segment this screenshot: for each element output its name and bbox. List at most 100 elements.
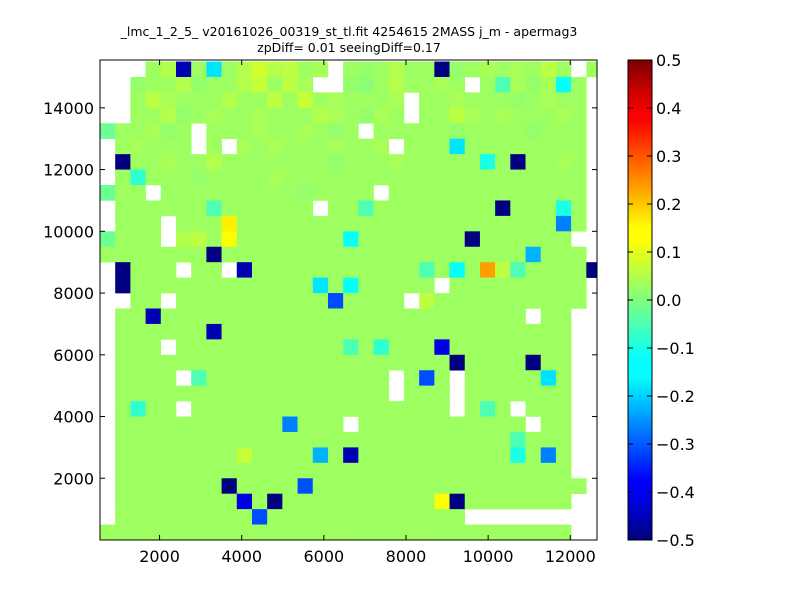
heatmap-cell [343, 246, 359, 263]
heatmap-cell [525, 138, 542, 155]
heatmap-cell [206, 509, 222, 525]
heatmap-cell [586, 262, 598, 278]
heatmap-cell [571, 92, 587, 109]
heatmap-cell [160, 185, 177, 201]
heatmap-cell [267, 524, 283, 541]
heatmap-cell [191, 154, 207, 170]
heatmap-cell [449, 200, 466, 217]
heatmap-cell [464, 293, 481, 309]
heatmap-cell [555, 401, 572, 417]
heatmap-cell [479, 123, 496, 140]
heatmap-cell [419, 385, 435, 402]
heatmap-cell [403, 370, 420, 386]
heatmap-cell [540, 169, 557, 186]
heatmap-cell [449, 262, 466, 278]
heatmap-cell [130, 262, 146, 278]
heatmap-cell [358, 61, 374, 78]
heatmap-cell [327, 385, 344, 402]
heatmap-cell [373, 509, 390, 525]
heatmap-cell [312, 107, 329, 124]
heatmap-cell [373, 154, 390, 170]
heatmap-cell [327, 354, 344, 371]
heatmap-cell [388, 246, 405, 263]
heatmap-cell [267, 493, 283, 510]
heatmap-cell [145, 462, 162, 479]
heatmap-cell [267, 462, 283, 479]
heatmap-cell [115, 308, 131, 325]
heatmap-cell [130, 385, 146, 402]
heatmap-cell [555, 308, 572, 325]
heatmap-cell [358, 308, 374, 325]
heatmap-cell [221, 154, 238, 170]
heatmap-cell [251, 401, 268, 417]
heatmap-cell [525, 401, 542, 417]
heatmap-cell [449, 293, 466, 309]
heatmap-cell [251, 262, 268, 278]
heatmap-cell [236, 354, 253, 371]
heatmap-cell [495, 231, 511, 248]
heatmap-cell [525, 61, 542, 78]
heatmap-cell [312, 478, 329, 494]
heatmap-cell [115, 370, 131, 386]
heatmap-cell [282, 185, 298, 201]
heatmap-cell [464, 308, 481, 325]
heatmap-cell [525, 215, 542, 232]
heatmap-cell [555, 462, 572, 479]
heatmap-cell [510, 262, 526, 278]
heatmap-cell [115, 262, 131, 278]
heatmap-cell [145, 478, 162, 494]
heatmap-cell [495, 200, 511, 217]
heatmap-cell [160, 401, 177, 417]
heatmap-cell [388, 169, 405, 186]
heatmap-cell [479, 401, 496, 417]
heatmap-cell [358, 92, 374, 109]
heatmap-cell [236, 262, 253, 278]
heatmap-cell [449, 323, 466, 340]
heatmap-cell [434, 370, 450, 386]
heatmap-cell [419, 200, 435, 217]
heatmap-cell [449, 76, 466, 93]
heatmap-cell [115, 401, 131, 417]
heatmap-cell [403, 61, 420, 78]
heatmap-cell [115, 185, 131, 201]
heatmap-cell [175, 154, 192, 170]
heatmap-cell [206, 308, 222, 325]
heatmap-cell [267, 370, 283, 386]
heatmap-cell [251, 509, 268, 525]
heatmap-cell [434, 339, 450, 356]
heatmap-cell [282, 323, 298, 340]
heatmap-cell [479, 107, 496, 124]
heatmap-cell [419, 293, 435, 309]
heatmap-cell [479, 323, 496, 340]
colorbar-tick-label: 0.5 [656, 51, 681, 70]
heatmap-cell [175, 354, 192, 371]
heatmap-cell [236, 215, 253, 232]
heatmap-cell [343, 92, 359, 109]
heatmap-cell [540, 401, 557, 417]
heatmap-cell [145, 339, 162, 356]
heatmap-cell [297, 185, 314, 201]
heatmap-cell [373, 92, 390, 109]
heatmap-cell [343, 107, 359, 124]
heatmap-cell [312, 431, 329, 448]
heatmap-cell [525, 154, 542, 170]
heatmap-cell [464, 262, 481, 278]
heatmap-cell [495, 246, 511, 263]
heatmap-cell [145, 401, 162, 417]
heatmap-cell [221, 416, 238, 433]
heatmap-cell [115, 231, 131, 248]
heatmap-cell [495, 524, 511, 541]
heatmap-cell [358, 277, 374, 294]
heatmap-cell [100, 185, 116, 201]
heatmap-cell [115, 200, 131, 217]
heatmap-cell [282, 76, 298, 93]
heatmap-cell [479, 277, 496, 294]
heatmap-cell [510, 493, 526, 510]
heatmap-cell [115, 339, 131, 356]
heatmap-cell [525, 200, 542, 217]
heatmap-cell [221, 215, 238, 232]
heatmap-cell [145, 123, 162, 140]
heatmap-cell [251, 123, 268, 140]
heatmap-cell [555, 431, 572, 448]
heatmap-cell [403, 185, 420, 201]
